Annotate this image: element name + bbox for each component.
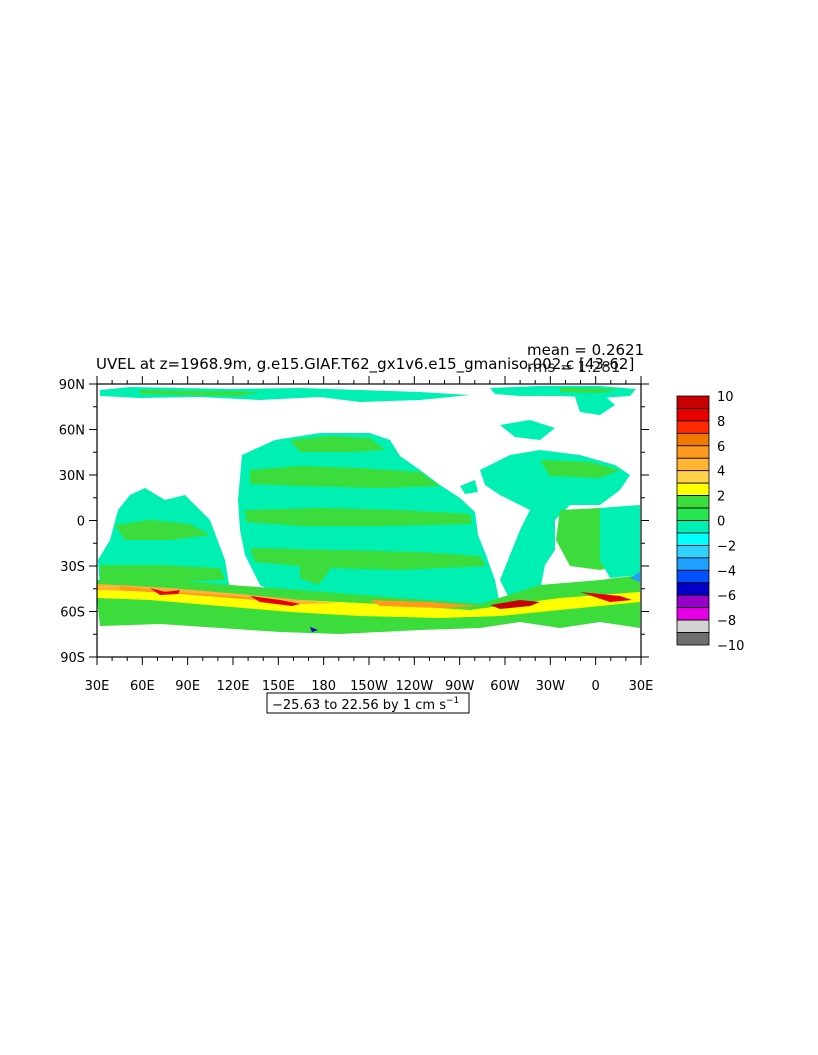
- colorbar-label: −8: [717, 614, 736, 629]
- x-tick-label: 60W: [490, 679, 520, 694]
- colorbar-swatch: [676, 557, 710, 571]
- x-tick-label: 30E: [629, 679, 654, 694]
- colorbar-swatch: [676, 582, 710, 596]
- plot-title: UVEL at z=1968.9m, g.e15.GIAF.T62_gx1v6.…: [96, 355, 634, 374]
- colorbar-swatch: [676, 445, 710, 459]
- colorbar-swatch: [676, 632, 710, 646]
- rms-label: rms = 1.281: [527, 358, 620, 376]
- colorbar-swatch: [676, 457, 710, 472]
- colorbar-label: 0: [717, 515, 725, 530]
- y-axis: [89, 383, 649, 658]
- arctic-ocean: [100, 387, 470, 402]
- colorbar: [676, 395, 710, 646]
- y-tick-label: 90S: [60, 651, 85, 666]
- x-tick-label: 120W: [395, 679, 433, 694]
- colorbar-swatch: [676, 395, 710, 409]
- colorbar-swatch: [676, 607, 710, 621]
- map-area: [97, 384, 641, 657]
- x-axis: [96, 376, 642, 665]
- colorbar-swatch: [676, 420, 710, 434]
- colorbar-labels: 10 8 6 4 2 0 −2 −4 −6 −8 −10: [717, 390, 744, 654]
- colorbar-swatch: [676, 545, 710, 559]
- x-tick-label: 120E: [216, 679, 249, 694]
- colorbar-label: −10: [717, 639, 744, 654]
- colorbar-swatch: [676, 408, 710, 422]
- x-tick-label: 90E: [175, 679, 200, 694]
- colorbar-swatch: [676, 532, 710, 546]
- contour-info-text: −25.63 to 22.56 by 1 cm s−1: [272, 696, 459, 713]
- x-tick-label: 30W: [536, 679, 566, 694]
- unit-exponent: −1: [446, 696, 459, 706]
- colorbar-label: −2: [717, 539, 736, 554]
- y-tick-label: 30S: [60, 560, 85, 575]
- x-tick-label: 90W: [445, 679, 475, 694]
- x-tick-label: 0: [592, 679, 600, 694]
- atlantic-ocean: [480, 450, 630, 600]
- colorbar-swatch: [676, 482, 710, 496]
- colorbar-label: −4: [717, 564, 736, 579]
- colorbar-swatch: [676, 569, 710, 584]
- y-tick-label: 30N: [59, 469, 85, 484]
- y-tick-label: 60N: [59, 424, 85, 439]
- colorbar-label: 8: [717, 415, 725, 430]
- y-axis-labels: 90N 60N 30N 0 30S 60S 90S: [59, 378, 85, 666]
- colorbar-label: 4: [717, 465, 725, 480]
- x-tick-label: 150E: [262, 679, 295, 694]
- colorbar-swatch: [676, 594, 710, 609]
- x-tick-label: 180: [311, 679, 336, 694]
- colorbar-swatch: [676, 495, 710, 509]
- mean-label: mean = 0.2621: [527, 341, 644, 359]
- x-tick-label: 150W: [350, 679, 388, 694]
- y-tick-label: 0: [77, 515, 85, 530]
- colorbar-swatch: [676, 520, 710, 534]
- colorbar-label: −6: [717, 589, 736, 604]
- x-tick-label: 60E: [130, 679, 155, 694]
- y-tick-label: 90N: [59, 378, 85, 393]
- colorbar-label: 2: [717, 490, 725, 505]
- colorbar-swatch: [676, 432, 710, 447]
- colorbar-swatch: [676, 507, 710, 521]
- y-tick-label: 60S: [60, 606, 85, 621]
- colorbar-swatch: [676, 619, 710, 633]
- x-tick-label: 30E: [85, 679, 110, 694]
- colorbar-label: 10: [717, 390, 734, 405]
- colorbar-label: 6: [717, 440, 725, 455]
- colorbar-swatch: [676, 470, 710, 484]
- contour-info-box: −25.63 to 22.56 by 1 cm s−1: [266, 692, 470, 714]
- x-axis-labels: 30E 60E 90E 120E 150E 180 150W 120W 90W 60W 30W 0 30…: [85, 679, 654, 694]
